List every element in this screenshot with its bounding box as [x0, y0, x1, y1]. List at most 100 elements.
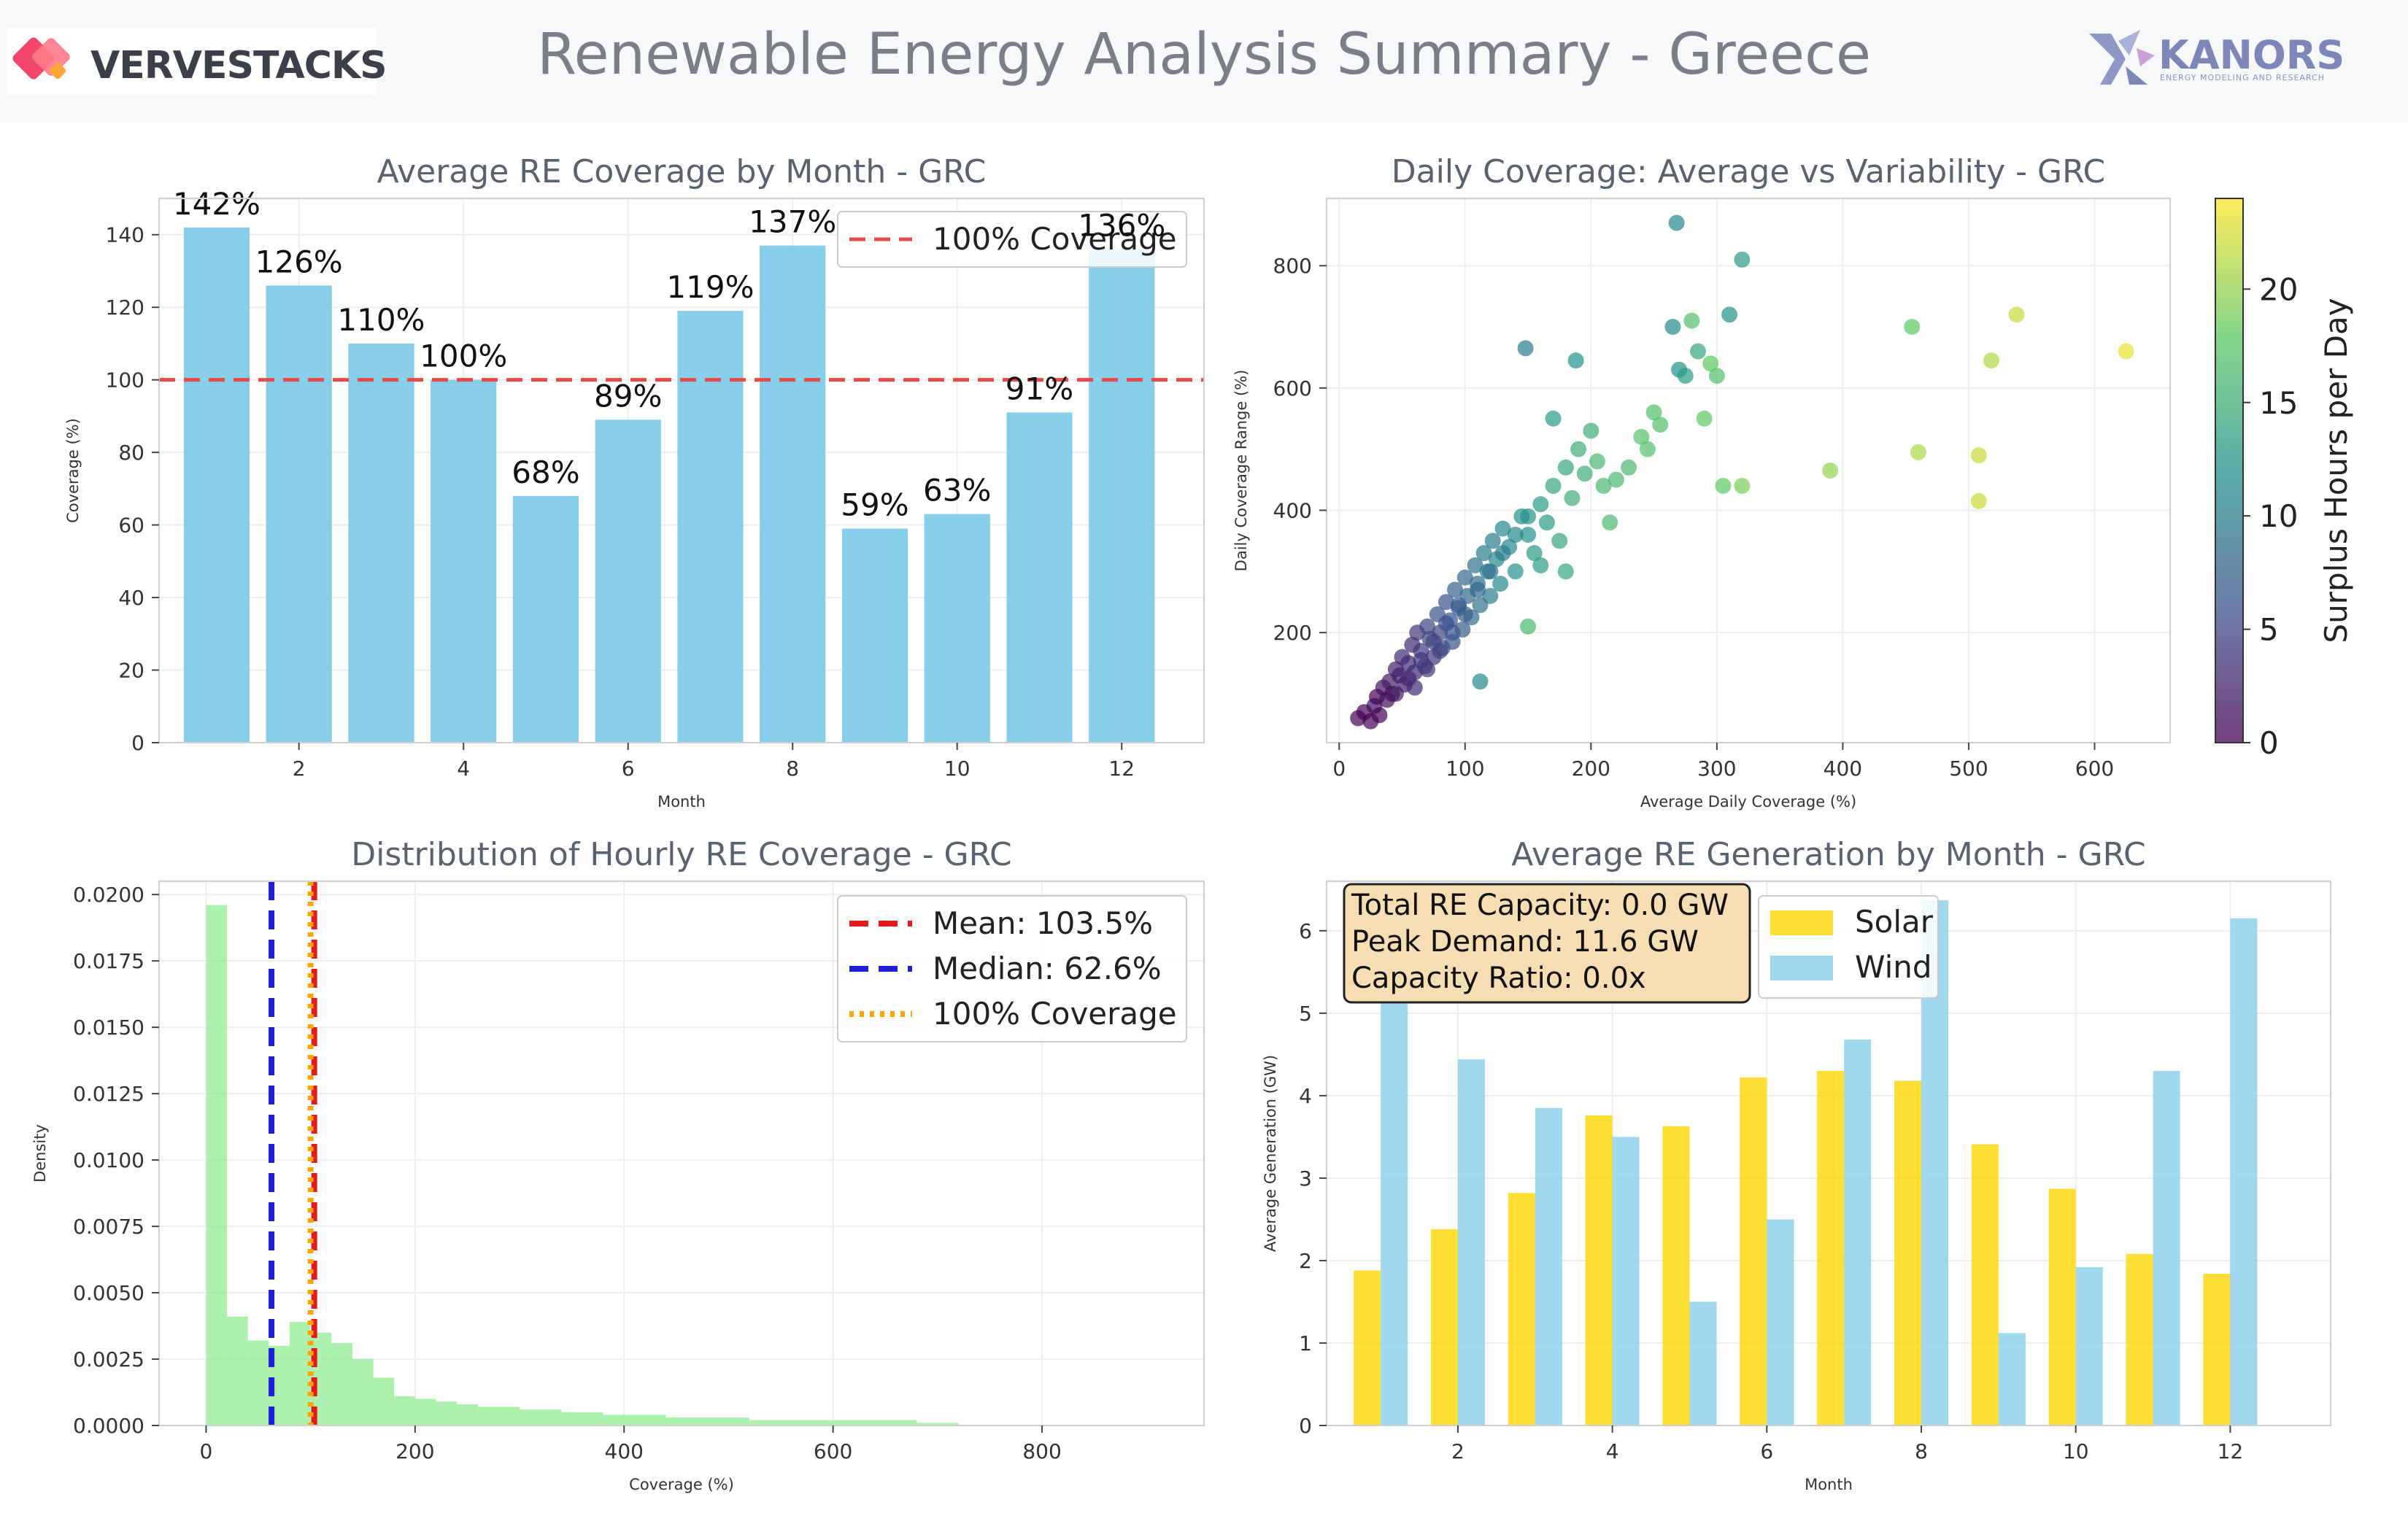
scatter-point	[1683, 312, 1700, 329]
colorbar-tick-label: 0	[2259, 725, 2279, 761]
histogram-bar	[520, 1409, 541, 1425]
x-tick-label: 10	[944, 757, 970, 781]
x-tick-label: 600	[2075, 757, 2114, 781]
coverage-bar	[760, 245, 826, 743]
y-tick-label: 6	[1299, 919, 1312, 943]
y-axis-label: Density	[31, 1124, 49, 1183]
legend-swatch	[1770, 956, 1833, 980]
legend-label: 100% Coverage	[933, 996, 1177, 1032]
legend-label: Mean: 103.5%	[933, 905, 1153, 941]
scatter-point	[1532, 496, 1549, 513]
x-tick-label: 12	[2218, 1439, 2244, 1463]
y-tick-label: 0.0025	[73, 1347, 144, 1372]
annotation-line: Total RE Capacity: 0.0 GW	[1351, 889, 1729, 922]
scatter-point	[1576, 465, 1593, 482]
x-tick-label: 500	[1949, 757, 1988, 781]
y-tick-label: 120	[106, 295, 144, 320]
data-label: 100%	[420, 338, 507, 374]
x-tick-label: 4	[457, 757, 470, 781]
y-tick-label: 600	[1273, 376, 1312, 401]
scatter-point	[1822, 463, 1839, 479]
histogram-bar	[770, 1420, 792, 1425]
x-axis-label: Average Daily Coverage (%)	[1640, 793, 1856, 811]
coverage-bar	[266, 285, 332, 743]
scatter-point	[1444, 624, 1461, 641]
scatter-point	[1482, 587, 1499, 604]
scatter-point	[1456, 606, 1473, 622]
histogram-bar	[498, 1407, 520, 1425]
scatter-point	[1668, 214, 1685, 231]
solar-bar	[2126, 1253, 2153, 1425]
histogram-bar	[436, 1401, 458, 1425]
wind-bar	[1767, 1219, 1794, 1425]
wind-bar	[1689, 1301, 1717, 1425]
legend-label: Median: 62.6%	[933, 951, 1162, 986]
vervestacks-logo-text: VERVESTACKS	[90, 44, 387, 88]
histogram-bar	[331, 1343, 352, 1425]
histogram-bar	[854, 1420, 875, 1425]
x-tick-label: 4	[1606, 1439, 1619, 1463]
scatter-point	[1494, 520, 1511, 537]
scatter-point	[1387, 685, 1404, 702]
y-axis-label: Coverage (%)	[64, 418, 82, 523]
scatter-point	[1492, 576, 1509, 592]
data-label: 68%	[512, 454, 579, 490]
y-tick-label: 140	[106, 223, 144, 247]
legend-label: Wind	[1855, 949, 1932, 985]
x-tick-label: 6	[622, 757, 635, 781]
coverage-bar	[1089, 249, 1155, 743]
scatter-point	[1595, 477, 1612, 494]
data-label: 63%	[923, 473, 991, 508]
scatter-point	[1696, 410, 1713, 427]
histogram-bar	[707, 1417, 729, 1425]
scatter-point	[1484, 533, 1501, 549]
histogram-bar	[874, 1420, 896, 1425]
y-tick-label: 0.0000	[73, 1414, 144, 1438]
colorbar-tick-label: 10	[2259, 498, 2298, 534]
chart-title: Average RE Generation by Month - GRC	[1511, 836, 2145, 873]
x-tick-label: 0	[200, 1439, 213, 1463]
histogram-bar	[791, 1420, 812, 1425]
annotation-box	[1343, 883, 1751, 1004]
x-tick-label: 800	[1022, 1439, 1061, 1463]
coverage-bar	[841, 528, 908, 743]
x-tick-label: 10	[2063, 1439, 2089, 1463]
scatter-point	[1517, 340, 1534, 357]
scatter-point	[1715, 477, 1732, 494]
hourly-coverage-histogram-chart: Mean: 103.5% Median: 62.6% 100% Coverage 0 2…	[31, 836, 1205, 1493]
y-tick-label: 0.0075	[73, 1215, 144, 1239]
scatter-point	[1664, 319, 1681, 336]
scatter-point	[1602, 514, 1618, 531]
histogram-bar	[290, 1322, 311, 1425]
scatter-point	[2008, 306, 2025, 323]
histogram-bar	[916, 1423, 938, 1425]
y-tick-label: 0.0175	[73, 949, 144, 973]
solar-bar	[1817, 1070, 1845, 1425]
data-label: 59%	[841, 487, 908, 523]
colorbar	[2215, 198, 2244, 743]
kanors-logo-text: KANORS	[2158, 32, 2345, 78]
annotation-line: Capacity Ratio: 0.0x	[1351, 962, 1646, 995]
data-label: 119%	[666, 269, 754, 305]
y-tick-label: 5	[1299, 1002, 1312, 1026]
data-label: 126%	[255, 244, 343, 279]
coverage-bar	[512, 495, 579, 743]
scatter-point	[1526, 545, 1543, 562]
coverage-bar	[348, 343, 414, 743]
scatter-point	[1910, 444, 1926, 460]
wind-bar	[1535, 1107, 1562, 1425]
histogram-bar	[582, 1412, 603, 1425]
coverage-bar	[595, 419, 661, 743]
solar-bar	[1508, 1193, 1535, 1425]
solar-bar	[1971, 1144, 1999, 1425]
x-tick-label: 100	[1446, 757, 1484, 781]
x-tick-label: 600	[814, 1439, 852, 1463]
chart-title: Daily Coverage: Average vs Variability -…	[1392, 153, 2105, 190]
scatter-point	[1406, 679, 1423, 696]
y-axis-label: Daily Coverage Range (%)	[1232, 370, 1250, 572]
x-tick-label: 8	[786, 757, 799, 781]
scatter-point	[1708, 368, 1725, 384]
plot-frame	[1326, 881, 2331, 1426]
chart-title: Distribution of Hourly RE Coverage - GRC	[351, 836, 1012, 873]
